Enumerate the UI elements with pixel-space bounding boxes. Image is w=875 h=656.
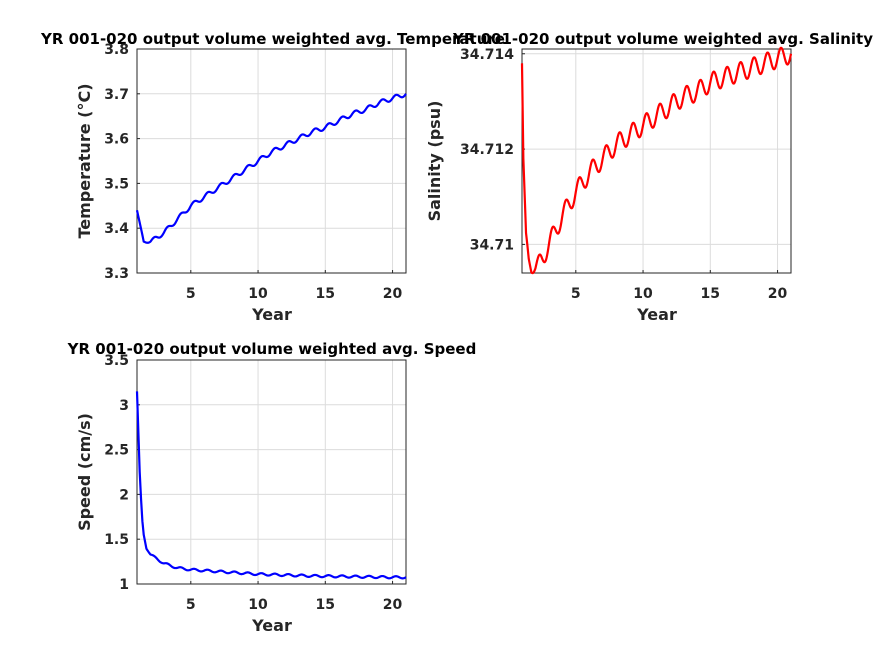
speed-plot-area xyxy=(136,359,407,585)
speed-x-tick-label: 5 xyxy=(186,597,196,613)
temperature-x-tick-label: 20 xyxy=(383,286,403,302)
temperature-x-tick-label: 10 xyxy=(248,286,268,302)
speed-y-tick-label: 2 xyxy=(119,487,129,503)
temperature-y-tick-label: 3.8 xyxy=(104,42,129,58)
temperature-plot-area xyxy=(136,48,407,274)
salinity-y-tick-label: 34.712 xyxy=(460,142,514,158)
speed-y-tick-label: 3.5 xyxy=(104,353,129,369)
speed-x-tick-label: 10 xyxy=(248,597,268,613)
temperature-x-tick-label: 15 xyxy=(316,286,335,302)
salinity-panel: YR 001-020 output volume weighted avg. S… xyxy=(425,30,873,324)
salinity-chart-title: YR 001-020 output volume weighted avg. S… xyxy=(452,30,873,48)
speed-chart-title: YR 001-020 output volume weighted avg. S… xyxy=(67,340,477,358)
salinity-y-tick-label: 34.714 xyxy=(460,47,514,63)
speed-y-tick-label: 1 xyxy=(119,577,129,593)
temperature-chart-title: YR 001-020 output volume weighted avg. T… xyxy=(40,30,505,48)
salinity-x-tick-label: 10 xyxy=(633,286,653,302)
temperature-series-line xyxy=(135,93,407,244)
temperature-y-tick-label: 3.7 xyxy=(104,87,129,103)
speed-x-tick-label: 20 xyxy=(383,597,403,613)
temperature-x-axis-label: Year xyxy=(251,305,292,324)
speed-panel: YR 001-020 output volume weighted avg. S… xyxy=(67,340,477,635)
salinity-x-axis-label: Year xyxy=(636,305,677,324)
speed-x-axis-label: Year xyxy=(251,616,292,635)
salinity-series-line xyxy=(520,46,793,275)
temperature-y-tick-label: 3.4 xyxy=(104,221,129,237)
speed-x-tick-label: 15 xyxy=(316,597,335,613)
speed-y-tick-label: 2.5 xyxy=(104,443,129,459)
temperature-panel: YR 001-020 output volume weighted avg. T… xyxy=(40,30,505,324)
salinity-plot-area xyxy=(521,48,792,274)
temperature-y-axis-label: Temperature (°C) xyxy=(75,83,94,238)
salinity-y-tick-label: 34.71 xyxy=(470,237,514,253)
salinity-x-tick-label: 5 xyxy=(571,286,581,302)
salinity-x-tick-label: 20 xyxy=(768,286,788,302)
temperature-y-tick-label: 3.5 xyxy=(104,176,129,192)
salinity-x-tick-label: 15 xyxy=(701,286,720,302)
speed-y-tick-label: 1.5 xyxy=(104,532,129,548)
temperature-y-tick-label: 3.6 xyxy=(104,132,129,148)
speed-y-axis-label: Speed (cm/s) xyxy=(75,413,94,531)
temperature-x-tick-label: 5 xyxy=(186,286,196,302)
temperature-y-tick-label: 3.3 xyxy=(104,266,129,282)
salinity-y-axis-label: Salinity (psu) xyxy=(425,101,444,222)
speed-series-line xyxy=(135,391,407,580)
speed-y-tick-label: 3 xyxy=(119,398,129,414)
